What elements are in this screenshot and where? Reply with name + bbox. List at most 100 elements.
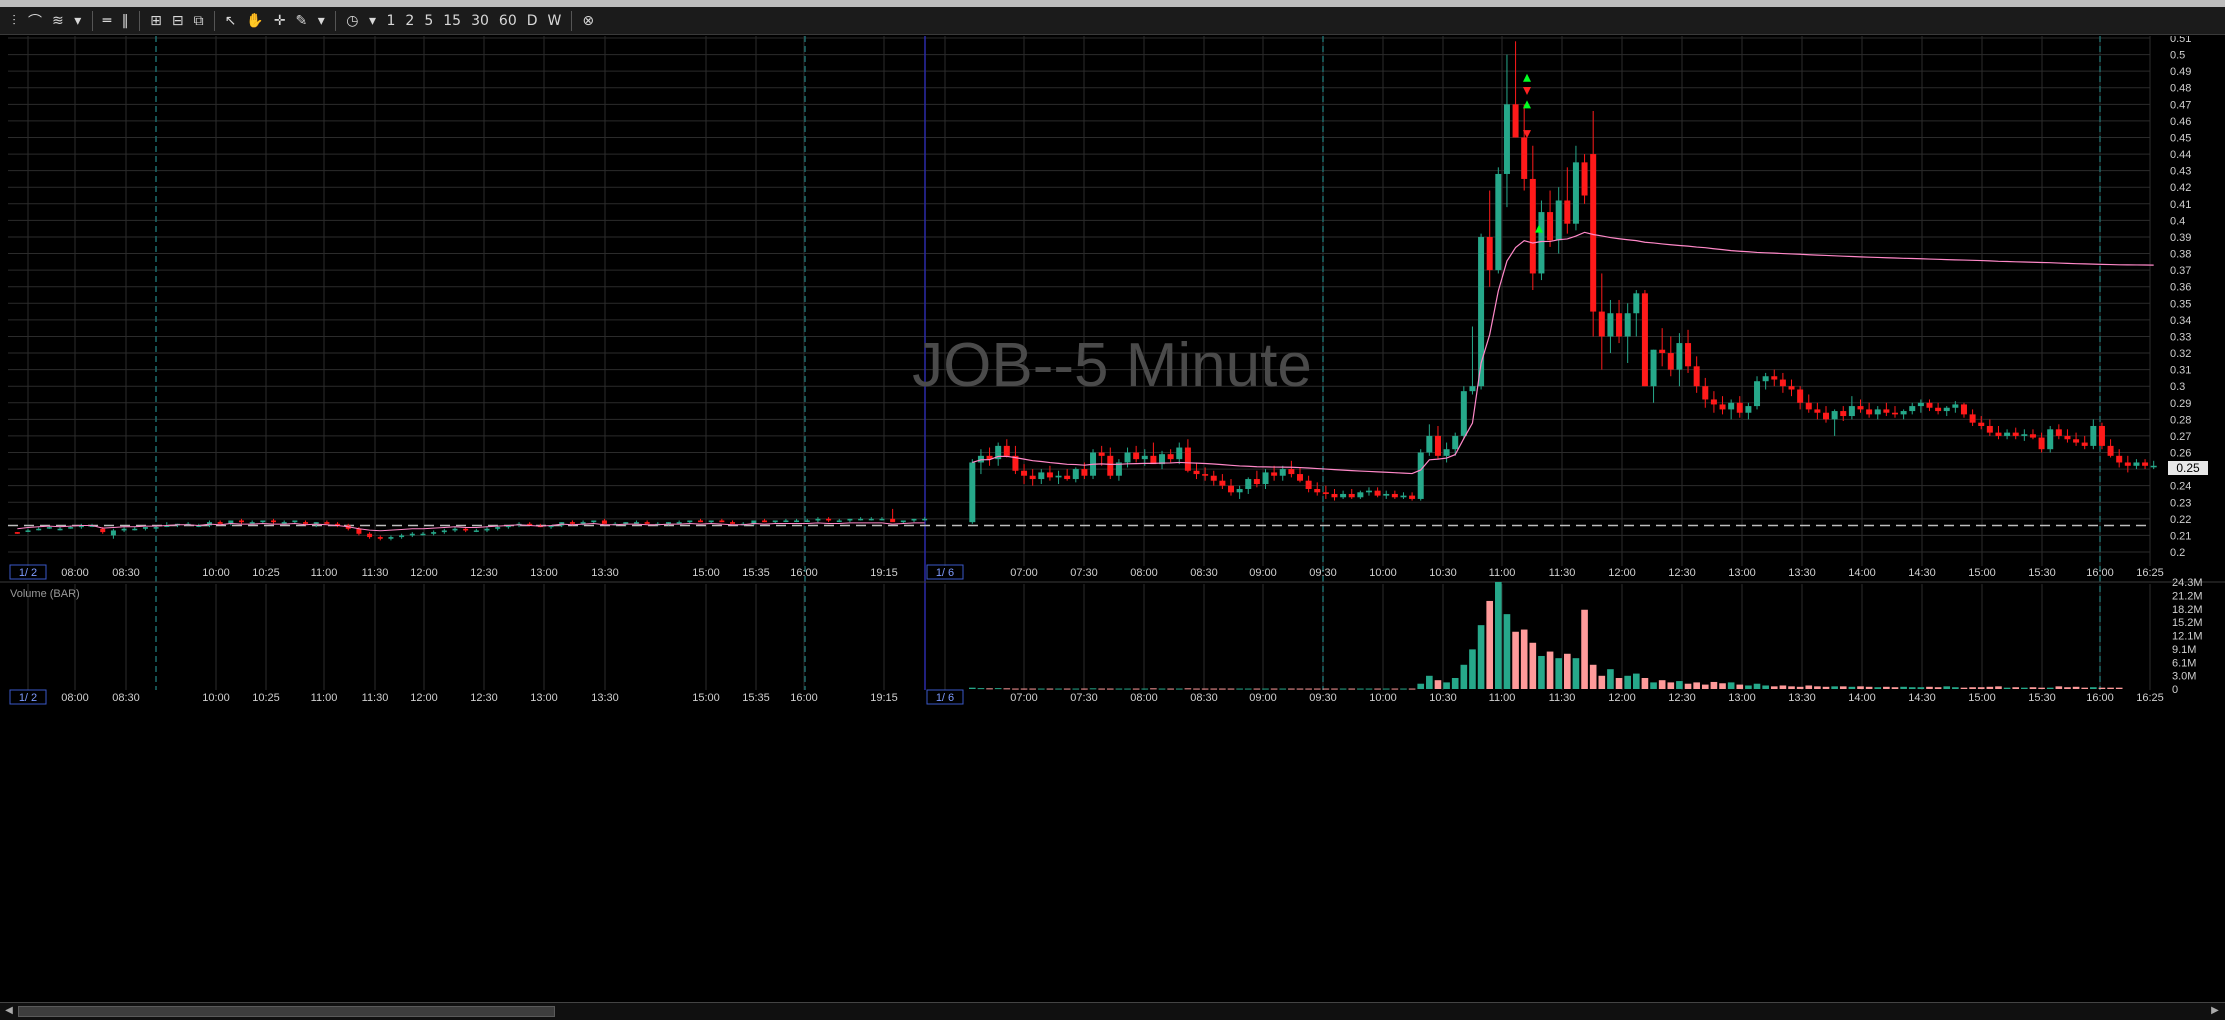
volume-bar xyxy=(2055,686,2063,689)
candle-body xyxy=(2124,462,2131,466)
layout-icon[interactable]: ⊟ xyxy=(171,12,184,29)
candle-body xyxy=(601,520,607,524)
y-tick-label: 0.33 xyxy=(2170,331,2191,343)
candle-body xyxy=(1150,455,1157,465)
interval-30-button[interactable]: 30 xyxy=(471,12,489,29)
scrollbar-thumb[interactable] xyxy=(18,1006,555,1017)
candle-body xyxy=(591,520,597,523)
volume-bar xyxy=(1538,655,1545,689)
volume-tick-label: 6.1M xyxy=(2172,657,2196,669)
volume-bar xyxy=(1900,686,1907,689)
hand-icon[interactable]: ✋ xyxy=(246,12,264,29)
candle-body xyxy=(1848,406,1855,417)
candle-body xyxy=(1141,455,1148,460)
candle-body xyxy=(1460,391,1467,436)
crosshair-icon[interactable]: ✛ xyxy=(273,12,286,29)
x-tick-label: 15:35 xyxy=(742,692,770,704)
candle-body xyxy=(995,445,1002,460)
volume-bar xyxy=(1693,682,1700,689)
interval-day-button[interactable]: D xyxy=(526,12,538,29)
volume-bar xyxy=(1926,686,1933,689)
volume-bar xyxy=(1727,682,1735,689)
grid-icon[interactable]: ⊞ xyxy=(150,12,162,29)
time-axis[interactable]: 1/ 2 08:00 08:30 10:00 10:25 11:00 11:30 12:00 1… xyxy=(9,564,2164,580)
candle-body xyxy=(1590,154,1597,312)
volume-bar xyxy=(1745,685,1752,689)
vertical-line-icon[interactable]: ‖ xyxy=(121,12,129,29)
candle-body xyxy=(1331,493,1338,498)
volume-bar xyxy=(1624,675,1631,689)
volume-bar xyxy=(1184,688,1192,690)
candle-body xyxy=(911,518,917,521)
x-tick-label: 11:00 xyxy=(311,692,338,704)
candle-body xyxy=(580,522,586,524)
y-tick-label: 0.4 xyxy=(2170,215,2185,227)
candle-body xyxy=(868,518,874,521)
volume-bar xyxy=(1374,688,1381,690)
scroll-left-icon[interactable]: ◀ xyxy=(5,1005,13,1016)
candle-body xyxy=(1081,469,1088,476)
window-icon[interactable]: ⧉ xyxy=(193,12,204,29)
candle-body xyxy=(969,462,976,523)
candle-body xyxy=(1288,469,1295,475)
horizontal-line-icon[interactable]: ═ xyxy=(102,12,112,29)
volume-bar xyxy=(1796,686,1804,689)
candle-body xyxy=(1685,343,1692,367)
volume-bar xyxy=(1581,609,1588,689)
candle-body xyxy=(826,518,832,521)
x-tick-label: 1/ 6 xyxy=(936,567,954,579)
candle-body xyxy=(1728,402,1735,410)
candle-body xyxy=(1805,402,1812,410)
x-tick-label: 08:00 xyxy=(61,692,89,704)
interval-1-button[interactable]: 1 xyxy=(386,12,396,29)
pen-icon[interactable]: ✎ xyxy=(295,12,308,29)
volume-bar xyxy=(1779,685,1787,689)
x-tick-label: 14:30 xyxy=(1908,567,1936,579)
interval-15-button[interactable]: 15 xyxy=(443,12,462,29)
volume-bar xyxy=(1572,658,1580,689)
candle-body xyxy=(2029,434,2036,438)
volume-bar xyxy=(1037,688,1045,690)
dropdown-icon[interactable]: ▾ xyxy=(368,12,377,29)
draw-tools-icon[interactable]: ⌒ xyxy=(28,13,42,30)
candle-body xyxy=(2021,434,2028,436)
price-axis[interactable]: 0.51 0.5 0.49 0.48 0.47 0.46 0.45 0.44 0.43 0.42 0… xyxy=(2170,36,2191,559)
candle-body xyxy=(1426,435,1433,453)
x-tick-label: 10:00 xyxy=(202,567,230,579)
close-chart-icon[interactable]: ⊗ xyxy=(582,12,595,29)
study-icon[interactable]: ≋ xyxy=(52,12,64,29)
volume-bar xyxy=(1288,688,1295,690)
dropdown-icon[interactable]: ▾ xyxy=(317,12,325,29)
volume-bar xyxy=(1382,688,1390,690)
x-tick-label: 13:00 xyxy=(530,692,558,704)
y-tick-label: 0.45 xyxy=(2170,132,2191,144)
interval-2-button[interactable]: 2 xyxy=(405,12,415,29)
clock-icon[interactable]: ◷ xyxy=(346,12,359,29)
x-tick-label: 11:00 xyxy=(1489,567,1516,579)
scroll-right-icon[interactable]: ▶ xyxy=(2211,1005,2219,1016)
interval-5-button[interactable]: 5 xyxy=(424,12,434,29)
interval-60-button[interactable]: 60 xyxy=(498,12,517,29)
candle-body xyxy=(1115,462,1122,476)
x-tick-label: 13:30 xyxy=(591,567,619,579)
candle-body xyxy=(356,528,362,534)
candle-body xyxy=(1296,474,1303,481)
volume-bar xyxy=(1555,658,1562,689)
volume-bar xyxy=(1589,664,1597,689)
candlestick-chart[interactable]: JOB--5 Minute 0.51 0.5 0.49 0.48 0.47 0.46 0.4… xyxy=(0,36,2225,1002)
x-tick-label: 08:30 xyxy=(112,567,140,579)
horizontal-scrollbar[interactable]: ◀ ▶ xyxy=(0,1002,2225,1020)
volume-bar xyxy=(1106,688,1114,690)
pointer-icon[interactable]: ↖ xyxy=(224,12,237,29)
dropdown-icon[interactable]: ▾ xyxy=(74,12,82,29)
candle-body xyxy=(1529,178,1536,274)
candle-body xyxy=(1184,447,1191,471)
volume-bar xyxy=(1615,677,1623,689)
candle-body xyxy=(1469,386,1476,392)
candle-body xyxy=(569,522,575,524)
interval-week-button[interactable]: W xyxy=(547,12,562,29)
y-tick-label: 0.42 xyxy=(2170,182,2191,194)
x-tick-label: 13:00 xyxy=(530,567,558,579)
chart-style-icon[interactable]: ⫶ xyxy=(12,12,16,29)
toolbar-separator xyxy=(335,10,337,31)
